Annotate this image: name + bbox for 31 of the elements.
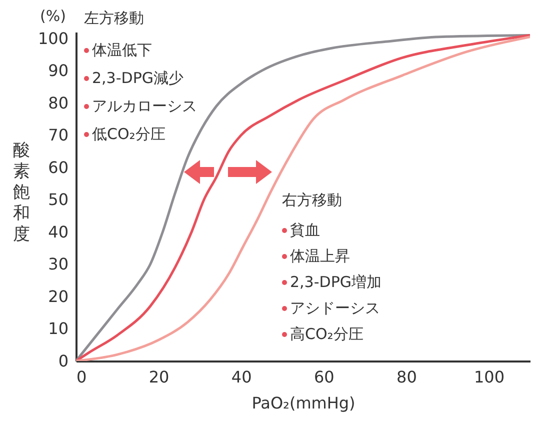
x-tick-label: 60 xyxy=(314,368,334,386)
y-tick-label: 10 xyxy=(48,319,68,338)
text: 左方移動 xyxy=(84,8,144,28)
text: (%) xyxy=(40,6,66,26)
y-tick-label: 70 xyxy=(48,126,68,145)
x-axis-title: PaO₂(mmHg) xyxy=(252,394,356,412)
annotation: 2,3-DPG増加 xyxy=(290,272,382,292)
x-tick-label: 20 xyxy=(148,368,170,386)
annotation: 貧血 xyxy=(290,220,320,240)
y-tick-label: 50 xyxy=(48,190,68,210)
annotation: 2,3-DPG減少 xyxy=(92,68,184,88)
x-tick-label: 0 xyxy=(76,368,87,386)
y-tick-label: 30 xyxy=(48,254,68,274)
y-tick-label: 40 xyxy=(48,222,68,242)
annotation: 低CO₂分圧 xyxy=(92,124,166,144)
y-tick-label: 90 xyxy=(48,61,68,80)
y-axis-title: 酸素飽和度 xyxy=(13,140,30,244)
y-tick-label: 0 xyxy=(58,352,68,370)
annotation: アシドーシス xyxy=(290,298,380,318)
annotation: 体温低下 xyxy=(92,40,152,60)
y-tick-label: 60 xyxy=(48,158,68,177)
x-tick-label: 100 xyxy=(474,368,504,386)
annotation: 体温上昇 xyxy=(290,246,350,266)
annotation: 右方移動 xyxy=(282,190,342,210)
annotation: アルカローシス xyxy=(92,96,197,116)
y-tick-label: 20 xyxy=(48,286,68,306)
x-tick-label: 80 xyxy=(396,368,417,386)
y-tick-label: 80 xyxy=(48,93,68,112)
x-tick-label: 40 xyxy=(231,368,252,386)
y-tick-label: 100 xyxy=(38,28,68,48)
annotation: 高CO₂分圧 xyxy=(290,324,364,344)
